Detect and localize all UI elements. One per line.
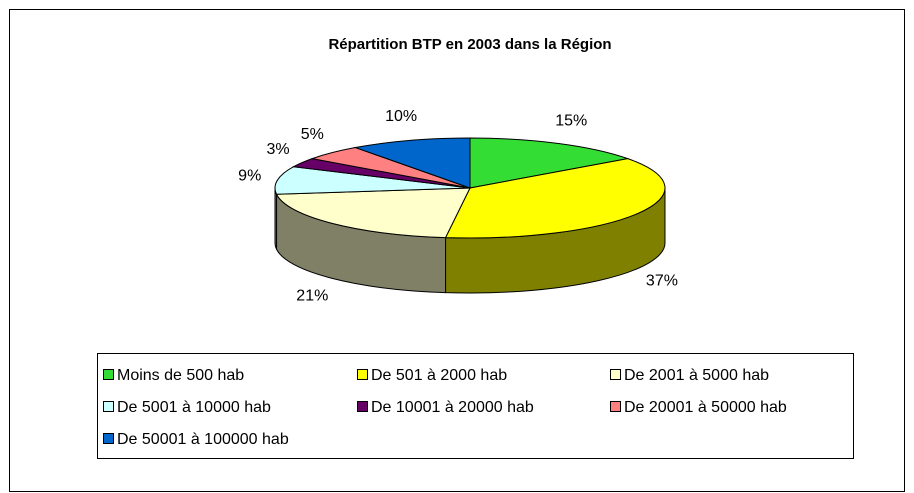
pie-slice xyxy=(469,137,630,189)
pie-slice xyxy=(274,166,471,195)
legend-swatch xyxy=(610,401,621,412)
legend-label: De 50001 à 100000 hab xyxy=(117,431,289,448)
data-label: 3% xyxy=(266,141,289,158)
legend-label: De 5001 à 10000 hab xyxy=(117,399,271,416)
data-label: 9% xyxy=(238,167,261,184)
legend-swatch xyxy=(610,369,621,380)
legend-swatch xyxy=(357,369,368,380)
chart-title: Répartition BTP en 2003 dans la Région xyxy=(328,36,611,53)
legend-label: De 501 à 2000 hab xyxy=(371,367,507,384)
legend-label: Moins de 500 hab xyxy=(117,367,244,384)
legend-swatch xyxy=(103,433,114,444)
legend-box xyxy=(97,353,854,459)
legend-swatch xyxy=(103,369,114,380)
pie-slice xyxy=(353,137,471,189)
pie-slice-side xyxy=(274,187,278,250)
legend-label: De 2001 à 5000 hab xyxy=(624,367,769,384)
data-label: 21% xyxy=(296,287,328,304)
legend-swatch xyxy=(357,401,368,412)
data-label: 37% xyxy=(646,272,678,289)
legend-label: De 20001 à 50000 hab xyxy=(624,399,787,416)
pie-slice xyxy=(444,158,666,239)
legend-label: De 10001 à 20000 hab xyxy=(371,399,534,416)
data-label: 10% xyxy=(385,108,417,125)
pie-slice xyxy=(275,187,471,239)
data-label: 5% xyxy=(301,126,324,143)
data-label: 15% xyxy=(555,112,587,129)
legend-swatch xyxy=(103,401,114,412)
